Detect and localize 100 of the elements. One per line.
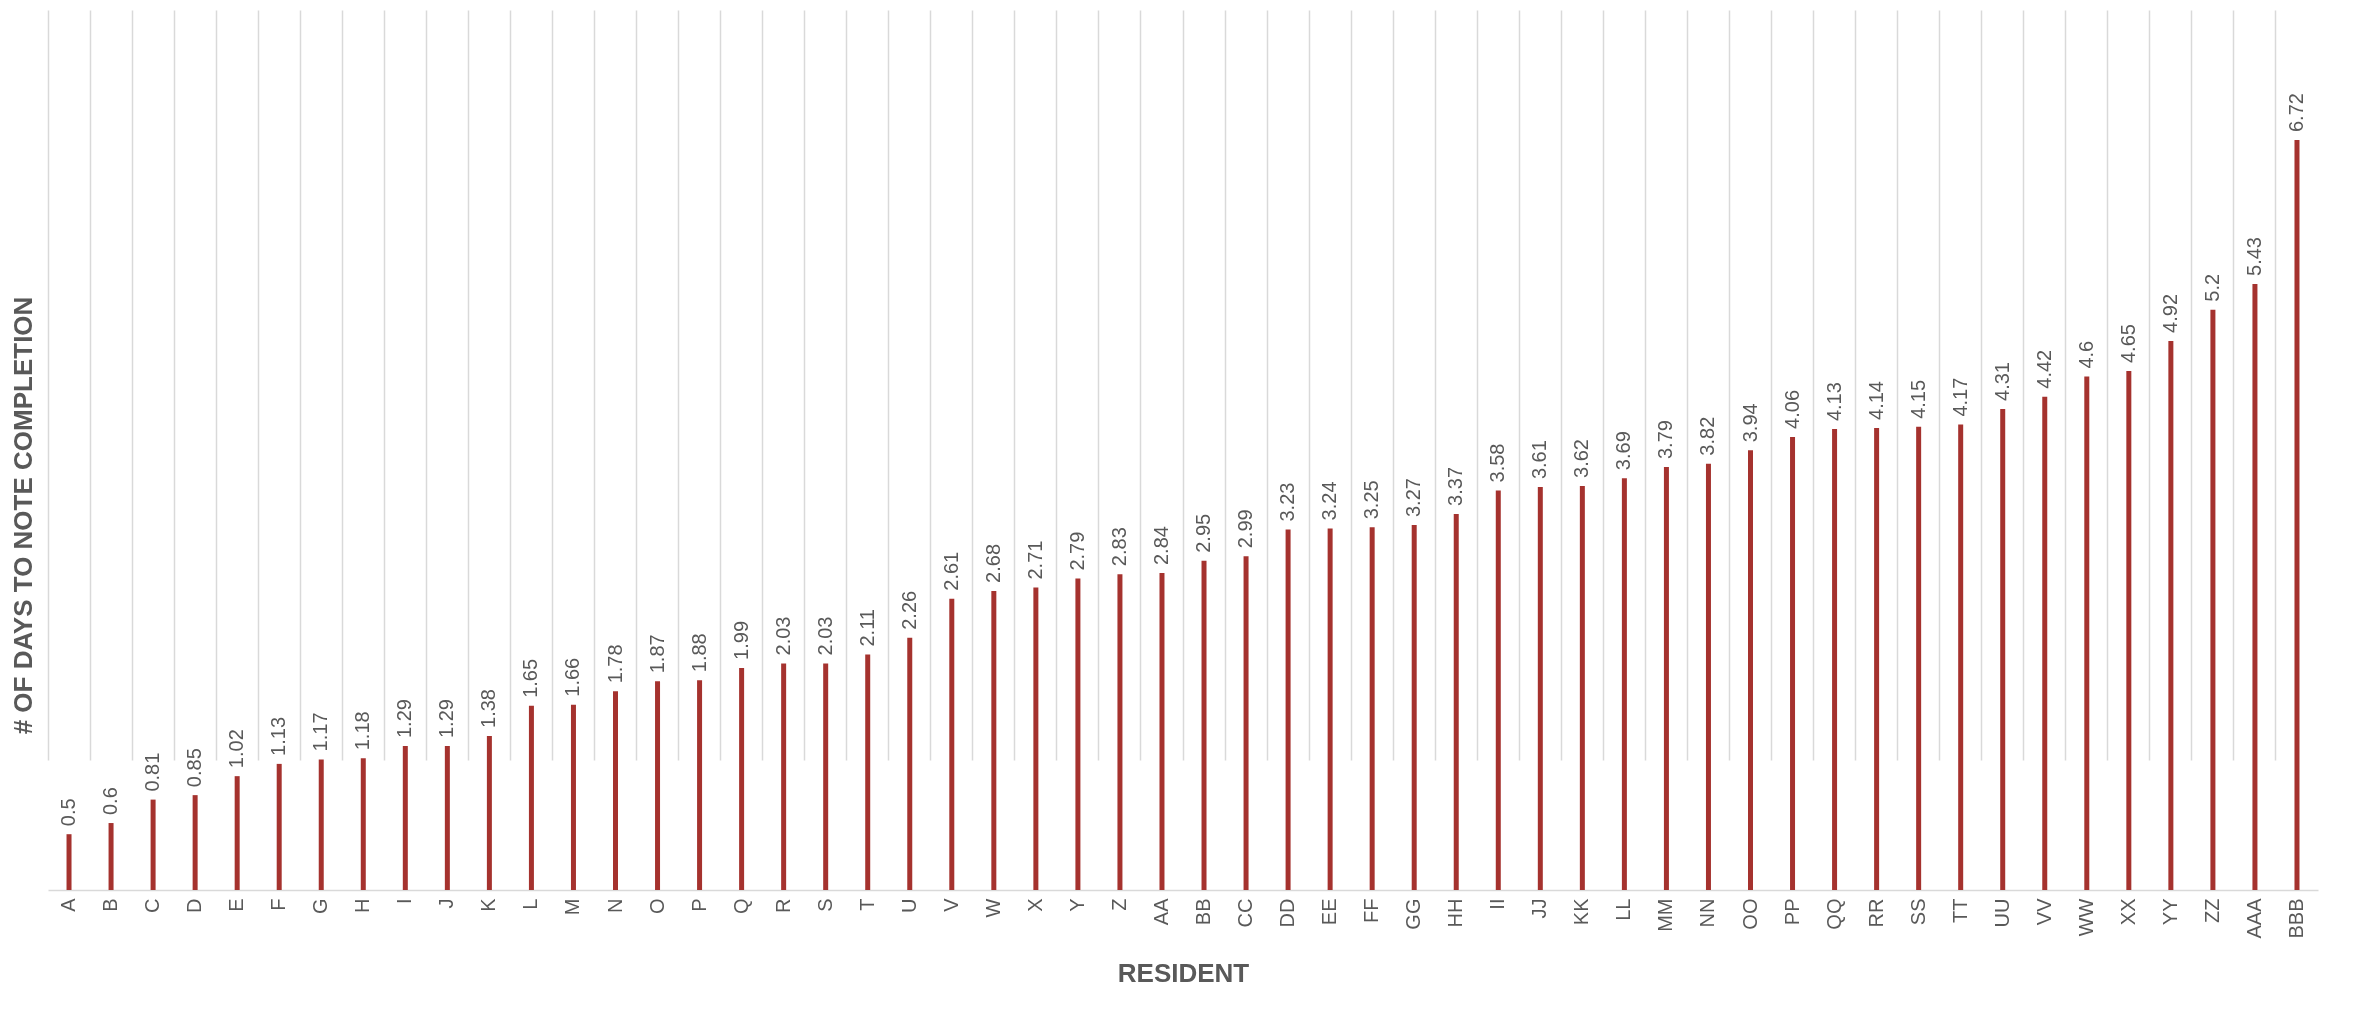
- bar: [991, 590, 997, 890]
- x-tick-label: RR: [1864, 898, 1887, 928]
- data-label: 4.92: [2158, 293, 2181, 333]
- data-label: 0.5: [57, 798, 80, 827]
- x-tick-label: F: [267, 898, 290, 911]
- bar: [402, 746, 408, 890]
- bar: [2252, 283, 2258, 890]
- data-label: 2.03: [771, 616, 794, 656]
- data-label: 4.6: [2074, 340, 2097, 369]
- data-label: 2.99: [1234, 509, 1257, 549]
- data-label: 2.84: [1149, 526, 1172, 566]
- bar: [1748, 450, 1753, 890]
- data-label: 5.43: [2242, 237, 2265, 276]
- bar: [1201, 560, 1207, 890]
- x-tick-label: V: [939, 897, 962, 912]
- y-axis-title: # OF DAYS TO NOTE COMPLETION: [7, 296, 38, 735]
- bar: [1537, 487, 1543, 890]
- bar: [1453, 513, 1459, 890]
- data-label: 2.03: [813, 616, 836, 656]
- x-tick-label: QQ: [1822, 898, 1845, 930]
- bar: [1117, 574, 1123, 890]
- data-label: 1.87: [645, 634, 668, 674]
- bar: [1327, 528, 1333, 890]
- bar: [1705, 463, 1711, 890]
- data-label: 4.14: [1864, 381, 1887, 420]
- x-tick-label: Q: [729, 898, 752, 915]
- x-tick-label: H: [351, 898, 374, 913]
- data-label: 1.13: [267, 716, 290, 756]
- bar: [234, 776, 240, 890]
- x-tick-label: G: [309, 898, 332, 915]
- x-tick-label: Y: [1065, 898, 1088, 912]
- data-label: 5.2: [2200, 273, 2223, 302]
- x-tick-label: GG: [1402, 898, 1425, 930]
- data-label: 4.06: [1780, 389, 1803, 429]
- data-label: 1.38: [477, 689, 500, 728]
- bar: [2042, 396, 2048, 890]
- bar: [2000, 408, 2006, 890]
- x-tick-label: DD: [1276, 898, 1299, 928]
- bar: [1369, 527, 1375, 890]
- x-tick-label: BB: [1192, 898, 1215, 926]
- bar: [2168, 340, 2174, 890]
- bar: [2210, 309, 2216, 890]
- x-tick-label: WW: [2074, 898, 2097, 937]
- x-tick-label: P: [687, 898, 710, 912]
- x-tick-label: I: [393, 898, 416, 905]
- x-tick-label: ZZ: [2200, 898, 2223, 923]
- data-label: 2.71: [1023, 540, 1046, 580]
- data-label: 3.23: [1276, 482, 1299, 522]
- data-label: 1.02: [225, 729, 248, 769]
- bar: [1579, 485, 1585, 890]
- x-tick-label: L: [519, 898, 542, 910]
- x-tick-label: NN: [1696, 898, 1719, 928]
- data-label: 2.83: [1107, 527, 1130, 567]
- bar: [1075, 578, 1081, 890]
- data-label: 3.25: [1360, 480, 1383, 520]
- data-label: 3.94: [1738, 403, 1761, 443]
- bar: [2084, 376, 2090, 890]
- bar: [528, 705, 534, 890]
- data-label: 3.79: [1654, 420, 1677, 460]
- bar: [655, 681, 661, 890]
- x-tick-label: AA: [1149, 897, 1172, 926]
- x-tick-label: KK: [1570, 897, 1593, 926]
- x-tick-label: W: [981, 898, 1004, 918]
- data-label: 1.88: [687, 633, 710, 673]
- x-tick-label: D: [183, 898, 206, 913]
- x-tick-label: Z: [1107, 898, 1130, 911]
- bar: [823, 663, 829, 890]
- x-tick-label: FF: [1360, 898, 1383, 923]
- x-tick-label: VV: [2032, 897, 2055, 926]
- bar: [1285, 529, 1291, 890]
- data-label: 2.95: [1192, 513, 1215, 553]
- x-tick-label: PP: [1780, 898, 1803, 926]
- data-label: 3.27: [1402, 478, 1425, 518]
- data-label: 2.26: [897, 590, 920, 630]
- bar: [1411, 525, 1417, 890]
- data-label: 1.29: [435, 699, 458, 739]
- x-tick-label: J: [435, 898, 458, 909]
- x-tick-label: E: [225, 898, 248, 912]
- data-label: 4.31: [1990, 362, 2013, 401]
- data-label: 1.29: [393, 699, 416, 739]
- data-label: 1.18: [351, 711, 374, 751]
- bar: [1033, 587, 1039, 890]
- bar: [192, 795, 198, 890]
- x-tick-label: MM: [1654, 898, 1677, 932]
- x-tick-label: OO: [1738, 898, 1761, 930]
- data-label: 3.24: [1318, 481, 1341, 521]
- x-tick-label: UU: [1990, 898, 2013, 928]
- x-tick-label: LL: [1612, 898, 1635, 921]
- x-tick-label: HH: [1444, 898, 1467, 928]
- bar: [66, 834, 72, 890]
- bar: [697, 680, 703, 890]
- x-tick-label: K: [477, 897, 500, 912]
- data-label: 4.17: [1948, 377, 1971, 417]
- data-label: 4.13: [1822, 382, 1845, 422]
- data-label: 3.58: [1486, 443, 1509, 483]
- data-label: 1.99: [729, 620, 752, 660]
- data-label: 3.82: [1696, 416, 1719, 456]
- bar: [1874, 427, 1880, 890]
- x-tick-label: X: [1023, 898, 1046, 912]
- bar: [108, 823, 114, 890]
